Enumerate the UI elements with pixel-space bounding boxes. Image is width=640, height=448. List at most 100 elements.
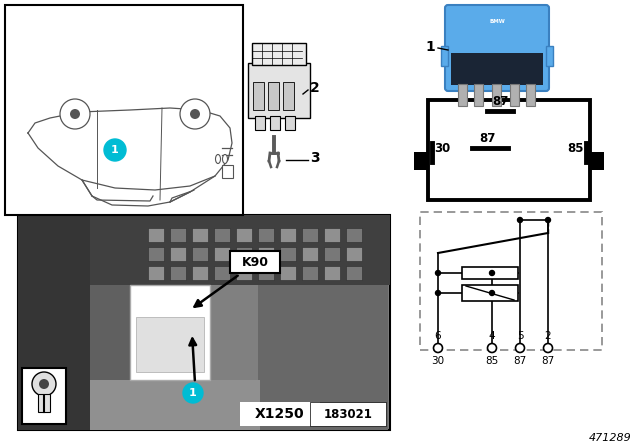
Bar [258, 266, 274, 280]
Bar [5, 5, 243, 215]
Text: 5: 5 [516, 331, 524, 341]
Bar [90, 215, 390, 285]
Bar [526, 84, 535, 106]
Circle shape [190, 109, 200, 119]
Bar [18, 215, 390, 430]
Circle shape [60, 99, 90, 129]
Bar [280, 266, 296, 280]
Text: 87: 87 [492, 95, 508, 108]
Bar [214, 247, 230, 261]
Bar [428, 100, 590, 200]
Bar [170, 228, 186, 242]
Circle shape [39, 379, 49, 389]
Bar [148, 266, 164, 280]
Text: 2: 2 [310, 81, 320, 95]
Bar [240, 402, 320, 426]
Bar [18, 215, 90, 430]
Bar [192, 228, 208, 242]
Bar [302, 266, 318, 280]
Bar [346, 247, 362, 261]
Text: 2: 2 [545, 331, 551, 341]
Bar [462, 267, 518, 279]
Bar [236, 266, 252, 280]
Bar [255, 116, 265, 130]
Bar [248, 63, 310, 118]
Bar [222, 165, 233, 178]
Text: 85: 85 [485, 356, 499, 366]
Bar [22, 368, 66, 424]
Bar [346, 228, 362, 242]
Circle shape [490, 271, 495, 276]
Bar [324, 247, 340, 261]
Bar [38, 394, 50, 412]
Circle shape [518, 217, 522, 223]
Bar [148, 228, 164, 242]
Bar [324, 228, 340, 242]
Bar [236, 247, 252, 261]
Bar [236, 228, 252, 242]
Circle shape [32, 372, 56, 396]
Text: 85: 85 [568, 142, 584, 155]
Bar [346, 266, 362, 280]
Bar [136, 317, 204, 372]
Text: 1: 1 [425, 40, 435, 54]
Text: 30: 30 [431, 356, 445, 366]
Text: 1: 1 [189, 388, 197, 398]
Bar [214, 266, 230, 280]
Text: X1250: X1250 [255, 407, 305, 421]
Text: 87: 87 [541, 356, 555, 366]
Bar [252, 43, 306, 65]
Ellipse shape [216, 155, 221, 164]
Bar [285, 116, 295, 130]
Bar [270, 116, 280, 130]
Text: 87: 87 [513, 356, 527, 366]
Bar [283, 82, 294, 110]
Bar [302, 228, 318, 242]
Circle shape [515, 344, 525, 353]
Bar [230, 251, 280, 273]
Text: K90: K90 [241, 255, 269, 268]
Circle shape [488, 344, 497, 353]
Bar [310, 402, 386, 426]
Bar [474, 84, 483, 106]
Bar [441, 46, 448, 66]
Bar [170, 247, 186, 261]
Text: 4: 4 [489, 331, 495, 341]
Text: 183021: 183021 [324, 408, 372, 421]
Circle shape [433, 344, 442, 353]
Circle shape [70, 109, 80, 119]
Bar [492, 84, 501, 106]
Bar [192, 266, 208, 280]
Bar [192, 247, 208, 261]
Bar [590, 152, 604, 170]
Text: 471289: 471289 [589, 433, 632, 443]
Bar [148, 247, 164, 261]
Text: BMW: BMW [489, 19, 505, 24]
Bar [90, 380, 260, 430]
Bar [90, 215, 150, 430]
Bar [268, 82, 279, 110]
Text: 1: 1 [111, 145, 119, 155]
Bar [302, 247, 318, 261]
Bar [258, 228, 274, 242]
Bar [280, 228, 296, 242]
Circle shape [490, 290, 495, 296]
Circle shape [545, 217, 550, 223]
Circle shape [543, 344, 552, 353]
Text: 6: 6 [435, 331, 442, 341]
Bar [414, 152, 428, 170]
Circle shape [104, 139, 126, 161]
Bar [253, 82, 264, 110]
Bar [420, 212, 602, 350]
Text: 3: 3 [310, 151, 319, 165]
Bar [170, 266, 186, 280]
Bar [258, 247, 274, 261]
Bar [324, 266, 340, 280]
Bar [258, 215, 388, 430]
Bar [458, 84, 467, 106]
Circle shape [183, 383, 203, 403]
Text: 87: 87 [479, 132, 495, 145]
Bar [462, 285, 518, 301]
FancyBboxPatch shape [445, 5, 549, 91]
Bar [546, 46, 553, 66]
